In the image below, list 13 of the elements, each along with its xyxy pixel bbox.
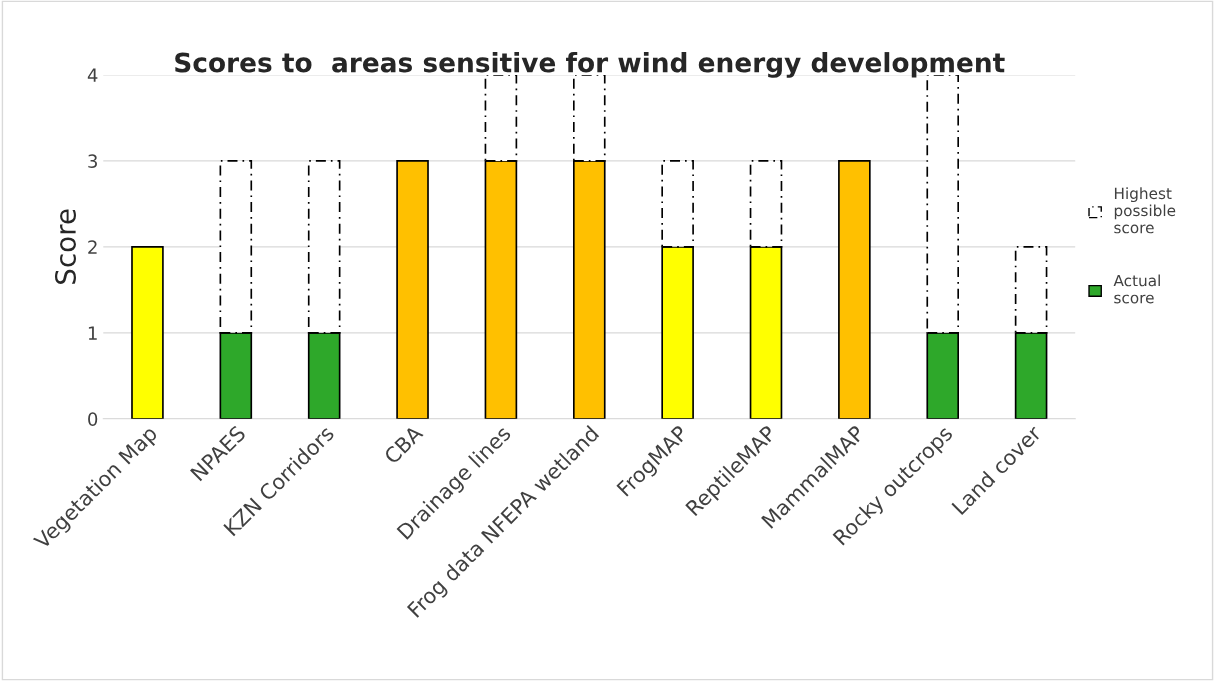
chart-title: Scores to areas sensitive for wind energy development (175, 52, 1005, 78)
y-tick-label: 0 (88, 412, 98, 426)
y-tick-label: 3 (88, 154, 97, 168)
y-axis-title: Score (54, 209, 76, 284)
y-tick-label: 4 (87, 68, 98, 82)
y-tick-label: 1 (88, 326, 97, 340)
bar (838, 160, 871, 419)
legend-label: Actual score (1113, 274, 1160, 304)
x-tick-label: CBA (383, 424, 424, 465)
bar (131, 246, 164, 419)
y-tick-label: 2 (88, 240, 97, 254)
bar (396, 160, 429, 419)
legend-label: Highest possible score (1114, 187, 1176, 234)
